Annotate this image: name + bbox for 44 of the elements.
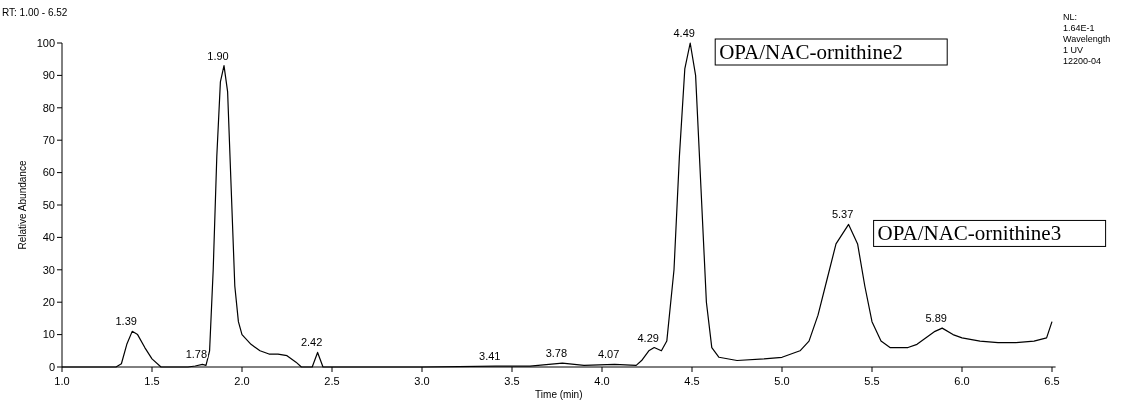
x-tick-label: 2.5 xyxy=(324,375,340,387)
y-tick-label: 40 xyxy=(42,231,55,244)
y-tick-label: 50 xyxy=(42,198,55,211)
annotation: 1.39 xyxy=(115,315,137,328)
annotation: 5.89 xyxy=(925,312,947,325)
text: Wavelength xyxy=(1063,34,1111,44)
annotation: 1.90 xyxy=(207,49,229,62)
x-tick-label: 2.0 xyxy=(234,375,250,387)
annotation: OPA/NAC-ornithine3 xyxy=(877,221,1062,246)
y-tick-label: 80 xyxy=(42,101,55,114)
annotation: OPA/NAC-ornithine2 xyxy=(719,40,903,64)
annotation: 1.78 xyxy=(185,348,208,361)
annotation: 4.29 xyxy=(637,331,659,344)
x-tick-label: 5.0 xyxy=(774,375,790,387)
x-tick-label: 6.5 xyxy=(1044,375,1060,387)
x-tick-label: 3.0 xyxy=(414,375,430,387)
x-tick-label: 1.0 xyxy=(54,375,70,387)
annotation: 5.37 xyxy=(831,208,854,221)
text: RT: 1.00 - 6.52 xyxy=(2,7,68,18)
annotation: 3.78 xyxy=(545,347,568,360)
text: 1 UV xyxy=(1063,45,1084,55)
y-tick-label: 90 xyxy=(42,69,55,82)
annotation: 2.42 xyxy=(300,336,323,349)
x-axis-title: Time (min) xyxy=(535,389,583,400)
x-tick-label: 3.5 xyxy=(504,375,520,387)
y-tick-label: 100 xyxy=(36,36,55,49)
y-tick-label: 0 xyxy=(48,360,55,373)
annotation: 3.41 xyxy=(479,350,501,363)
x-tick-label: 5.5 xyxy=(864,375,880,387)
y-tick-label: 60 xyxy=(42,166,55,179)
y-axis-title: Relative Abundance xyxy=(17,160,28,250)
y-tick-label: 20 xyxy=(42,296,55,309)
x-tick-label: 1.5 xyxy=(144,375,160,387)
text: NL: xyxy=(1063,12,1078,22)
y-tick-label: 70 xyxy=(42,134,55,147)
text: 12200-04 xyxy=(1063,56,1102,66)
annotation: 4.07 xyxy=(597,348,620,361)
annotation: 4.49 xyxy=(673,27,695,39)
y-tick-label: 10 xyxy=(42,328,55,341)
x-tick-label: 6.0 xyxy=(954,375,970,387)
x-tick-label: 4.0 xyxy=(594,375,610,387)
y-tick-label: 30 xyxy=(42,263,55,276)
text: 1.64E-1 xyxy=(1063,23,1095,33)
x-tick-label: 4.5 xyxy=(684,375,700,387)
